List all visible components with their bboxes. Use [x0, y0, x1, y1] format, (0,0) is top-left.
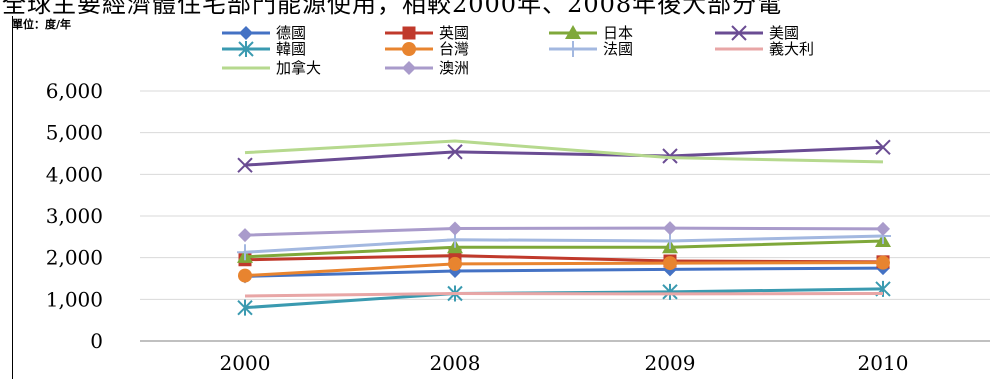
- legend-label: 義大利: [769, 40, 814, 58]
- y-tick-label: 5,000: [46, 121, 103, 145]
- data-point: [876, 255, 890, 270]
- data-point: [662, 283, 678, 300]
- legend-label: 德國: [276, 24, 306, 42]
- legend-label: 澳洲: [439, 59, 469, 77]
- data-point: [238, 268, 252, 283]
- series-line-2: [244, 239, 884, 259]
- legend-marker: [402, 42, 416, 56]
- chart-title: 全球主要經濟體住宅部門能源使用，相較2000年、2008年後大部分電: [2, 0, 783, 18]
- legend-label: 法國: [603, 40, 633, 58]
- legend-marker: [239, 26, 253, 40]
- legend-marker: [731, 25, 747, 41]
- data-point: [662, 233, 678, 249]
- data-point: [876, 221, 890, 236]
- series-line-1: [244, 254, 884, 264]
- x-tick-label: 2008: [430, 351, 481, 375]
- legend-label: 加拿大: [276, 59, 321, 77]
- data-point: [875, 139, 891, 155]
- legend-label: 韓國: [276, 40, 306, 58]
- x-tick-label: 2010: [858, 351, 909, 375]
- data-point: [237, 157, 253, 173]
- data-point: [663, 221, 677, 236]
- data-point: [448, 221, 462, 236]
- series-line-4: [244, 287, 884, 310]
- y-tick-label: 6,000: [46, 79, 103, 103]
- data-point: [238, 228, 252, 243]
- y-tick-label: 2,000: [46, 246, 103, 270]
- data-point: [448, 256, 462, 271]
- legend-marker: [565, 41, 581, 57]
- data-point: [237, 244, 253, 261]
- x-tick-label: 2000: [220, 351, 271, 375]
- legend-label: 英國: [439, 24, 469, 42]
- legend-label: 美國: [769, 24, 799, 42]
- series-line-3: [244, 145, 884, 167]
- series-line-9: [244, 226, 884, 237]
- series-line-8: [244, 139, 884, 164]
- data-point: [237, 299, 253, 316]
- legend-marker: [565, 25, 581, 39]
- legend-marker: [238, 41, 254, 57]
- plot-frame: [12, 16, 1008, 379]
- series-line-7: [244, 292, 884, 298]
- data-point: [662, 148, 678, 164]
- legend-marker: [402, 61, 416, 75]
- legend-label: 台灣: [439, 40, 469, 58]
- series-line-6: [244, 234, 884, 254]
- y-tick-label: 3,000: [46, 204, 103, 228]
- y-tick-label: 4,000: [46, 162, 103, 186]
- y-tick-label: 0: [90, 329, 103, 353]
- unit-label: 單位：度/年: [12, 18, 72, 31]
- data-point: [447, 144, 463, 160]
- legend-marker: [402, 26, 416, 40]
- y-tick-label: 1,000: [46, 287, 103, 311]
- data-point: [663, 256, 677, 271]
- series-line-5: [244, 261, 884, 278]
- x-tick-label: 2009: [645, 351, 696, 375]
- series-line-0: [244, 266, 884, 278]
- chart-title-clip: 全球主要經濟體住宅部門能源使用，相較2000年、2008年後大部分電: [0, 0, 1008, 18]
- legend-label: 日本: [603, 24, 633, 42]
